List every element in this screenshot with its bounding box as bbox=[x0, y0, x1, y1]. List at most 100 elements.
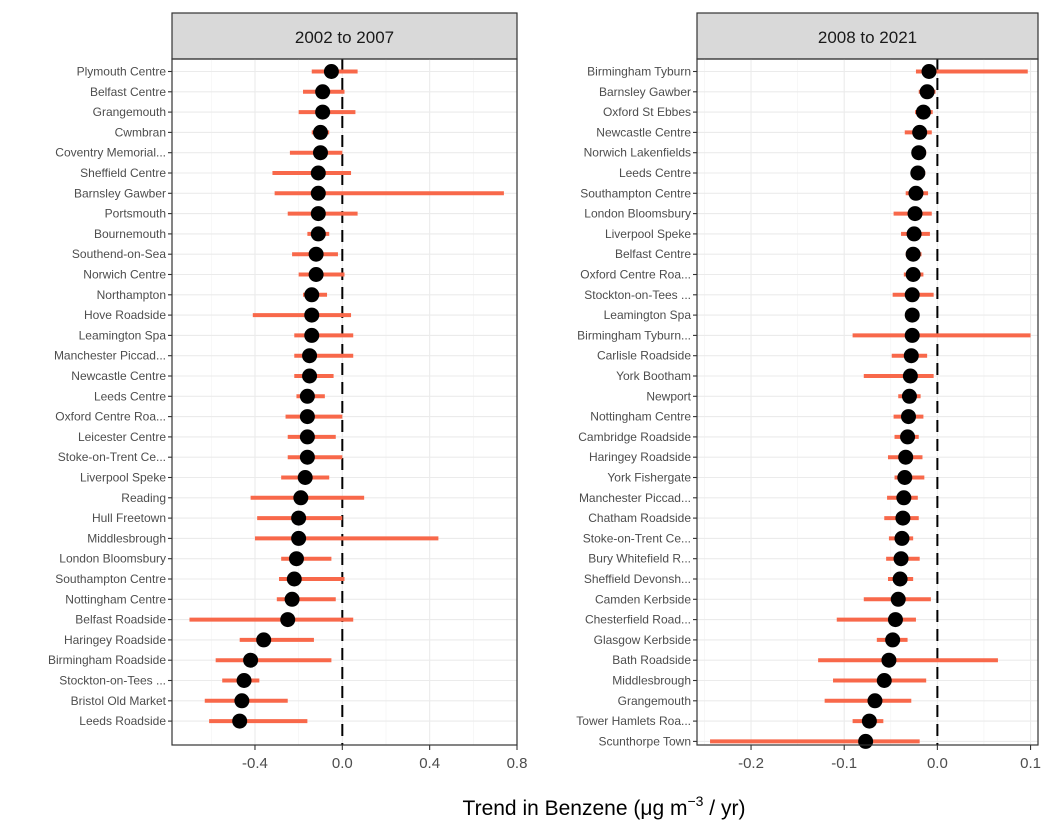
site-label: Coventry Memorial... bbox=[55, 146, 166, 160]
site-label: Chatham Roadside bbox=[588, 511, 691, 525]
trend-point bbox=[299, 409, 315, 425]
site-label: Stoke-on-Trent Ce... bbox=[583, 531, 691, 545]
trend-point bbox=[858, 733, 874, 749]
trend-point bbox=[234, 693, 250, 709]
site-label: Liverpool Speke bbox=[80, 471, 166, 485]
site-label: Middlesbrough bbox=[612, 674, 691, 688]
site-label: Southampton Centre bbox=[55, 572, 166, 586]
site-label: Plymouth Centre bbox=[77, 65, 167, 79]
trend-point bbox=[310, 226, 326, 242]
trend-point bbox=[304, 307, 320, 323]
site-label: Hull Freetown bbox=[92, 511, 166, 525]
trend-point bbox=[902, 368, 918, 384]
trend-point bbox=[312, 124, 328, 140]
trend-point bbox=[896, 490, 912, 506]
site-label: Nottingham Centre bbox=[65, 592, 166, 606]
site-label: Camden Kerbside bbox=[595, 592, 691, 606]
site-label: Carlisle Roadside bbox=[597, 349, 691, 363]
trend-point bbox=[911, 145, 927, 161]
trend-point bbox=[890, 591, 906, 607]
trend-point bbox=[236, 673, 252, 688]
x-tick-label: -0.1 bbox=[831, 755, 857, 772]
trend-point bbox=[906, 226, 922, 242]
trend-point bbox=[308, 246, 324, 262]
trend-point bbox=[256, 632, 272, 648]
trend-point bbox=[898, 449, 914, 465]
site-label: Middlesbrough bbox=[87, 531, 166, 545]
site-label: Leamington Spa bbox=[79, 328, 167, 342]
site-label: Hove Roadside bbox=[84, 308, 166, 322]
site-label: Barnsley Gawber bbox=[599, 85, 691, 99]
site-label: Sheffield Centre bbox=[80, 166, 166, 180]
site-label: Stoke-on-Trent Ce... bbox=[58, 450, 166, 464]
trend-point bbox=[293, 490, 309, 506]
site-label: Grangemouth bbox=[618, 694, 691, 708]
site-label: Leeds Centre bbox=[619, 166, 691, 180]
site-label: Cwmbran bbox=[115, 125, 166, 139]
trend-point bbox=[299, 449, 315, 465]
trend-point bbox=[905, 246, 921, 262]
site-label: Cambridge Roadside bbox=[578, 430, 691, 444]
trend-point bbox=[904, 327, 920, 343]
trend-point bbox=[291, 530, 307, 546]
trend-point bbox=[905, 267, 921, 282]
trend-point bbox=[302, 368, 318, 384]
site-label: Belfast Centre bbox=[615, 247, 691, 261]
site-label: Birmingham Tyburn... bbox=[577, 328, 691, 342]
panel-title: 2008 to 2021 bbox=[818, 28, 917, 47]
trend-point bbox=[893, 551, 909, 567]
trend-point bbox=[887, 612, 903, 628]
trend-point bbox=[323, 64, 339, 79]
x-tick-label: 0.0 bbox=[332, 755, 353, 772]
site-label: Bury Whitefield R... bbox=[588, 552, 691, 566]
trend-point bbox=[900, 429, 916, 445]
trend-point bbox=[310, 206, 326, 222]
panel-frame bbox=[171, 58, 518, 746]
site-label: Leamington Spa bbox=[604, 308, 692, 322]
plot-area bbox=[697, 59, 1038, 749]
trend-point bbox=[232, 713, 248, 729]
site-label: Leeds Roadside bbox=[79, 714, 166, 728]
trend-point bbox=[280, 612, 296, 628]
trend-point bbox=[288, 551, 304, 567]
site-label: Haringey Roadside bbox=[589, 450, 691, 464]
site-label: Southend-on-Sea bbox=[72, 247, 166, 261]
trend-point bbox=[919, 84, 935, 100]
x-axis-title: Trend in Benzene (μg m−3 / yr) bbox=[463, 793, 746, 820]
trend-point bbox=[315, 84, 331, 100]
site-label: Reading bbox=[121, 491, 166, 505]
trend-point bbox=[908, 185, 924, 201]
trend-point bbox=[921, 64, 937, 79]
trend-point bbox=[881, 652, 897, 668]
trend-point bbox=[901, 388, 917, 404]
trend-point bbox=[315, 104, 331, 120]
site-label: Barnsley Gawber bbox=[74, 186, 166, 200]
trend-point bbox=[304, 287, 320, 303]
trend-point bbox=[312, 145, 328, 161]
trend-point bbox=[885, 632, 901, 648]
site-label: Southampton Centre bbox=[580, 186, 691, 200]
site-label: Belfast Centre bbox=[90, 85, 166, 99]
site-label: Nottingham Centre bbox=[590, 410, 691, 424]
site-label: Sheffield Devonsh... bbox=[584, 572, 691, 586]
trend-point bbox=[876, 673, 892, 688]
trend-point bbox=[904, 307, 920, 323]
site-label: Leeds Centre bbox=[94, 389, 166, 403]
x-tick-label: -0.4 bbox=[242, 755, 268, 772]
site-label: Bournemouth bbox=[94, 227, 166, 241]
site-label: Newcastle Centre bbox=[71, 369, 166, 383]
site-label: Norwich Centre bbox=[83, 268, 166, 282]
site-label: Liverpool Speke bbox=[605, 227, 691, 241]
x-tick-label: 0.1 bbox=[1020, 755, 1041, 772]
site-label: Scunthorpe Town bbox=[598, 734, 691, 748]
site-label: Bath Roadside bbox=[612, 653, 691, 667]
site-label: York Fishergate bbox=[607, 471, 691, 485]
trend-point bbox=[867, 693, 883, 709]
trend-point bbox=[904, 287, 920, 303]
trend-point bbox=[903, 348, 919, 364]
site-label: Grangemouth bbox=[93, 105, 166, 119]
panel-2002-2007: 2002 to 2007 Plymouth Centre Belfast Cent… bbox=[48, 12, 527, 772]
site-label: Newport bbox=[646, 389, 691, 403]
x-tick-label: -0.2 bbox=[738, 755, 764, 772]
